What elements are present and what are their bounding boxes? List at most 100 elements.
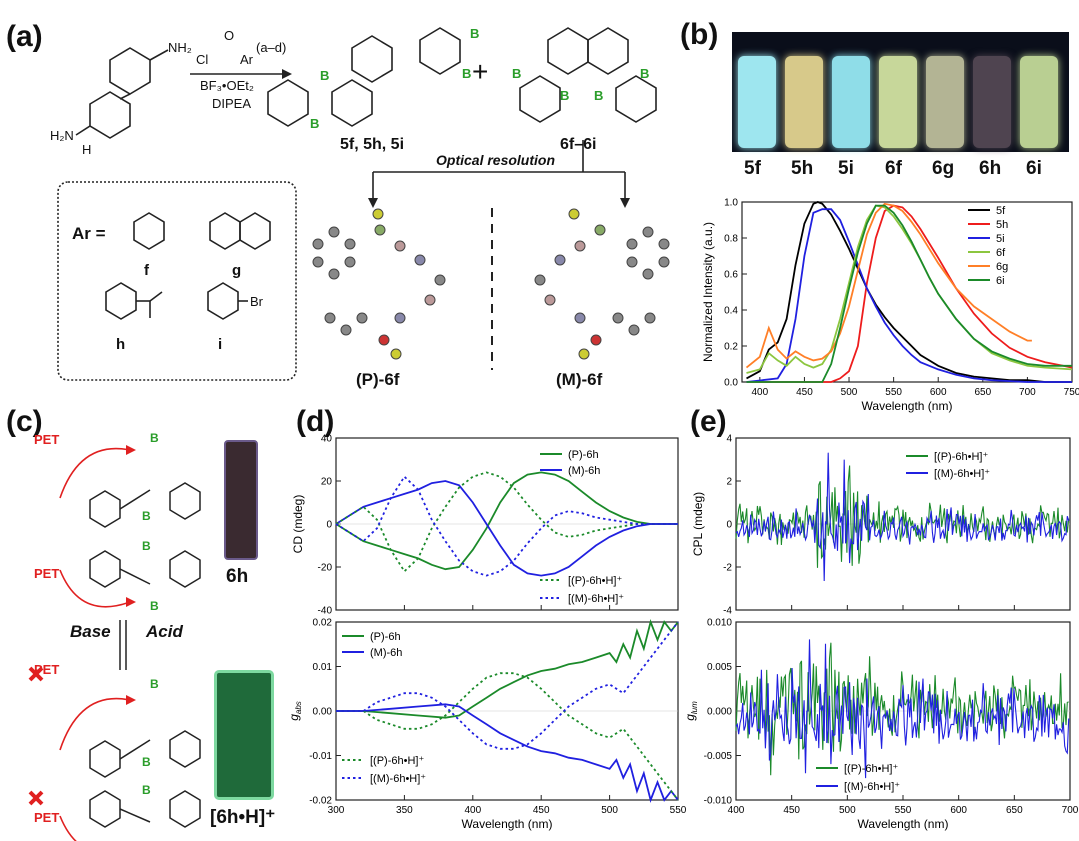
legend-label: 5i — [996, 233, 1005, 245]
series-line-2 — [335, 471, 678, 573]
series-line-1 — [735, 639, 1070, 779]
ar-code-g: g — [232, 262, 242, 279]
legend-label: 6f — [996, 247, 1006, 259]
vial-label-5i: 5i — [838, 158, 854, 179]
y-axis-label: CPL (mdeg) — [691, 492, 705, 556]
vial-label-6f: 6f — [885, 158, 902, 179]
vial-5h — [785, 56, 823, 148]
svg-text:B: B — [560, 88, 569, 103]
panel-letter-e: (e) — [690, 405, 727, 438]
reaction-condition-bf3: BF₃•OEt₂ — [200, 78, 254, 93]
plot-frame — [741, 201, 1073, 383]
reagent-acyl-chloride: Cl — [196, 52, 208, 67]
y-tick-label: -0.005 — [704, 751, 733, 762]
series-line-0 — [336, 619, 679, 719]
x-tick-label: 550 — [895, 805, 912, 816]
y-tick-label: 0.2 — [724, 342, 738, 353]
x-axis-label: Wavelength (nm) — [462, 817, 553, 831]
legend-label: [(M)-6h•H]⁺ — [844, 781, 900, 793]
vial-label-6h: 6h — [979, 158, 1002, 179]
series-line-5 — [746, 204, 1072, 383]
chart-glum: -0.010 -0.005 0.000 0.005 0.010 400 450 500 550 6… — [683, 618, 1079, 832]
legend-label: [(M)-6h•H]⁺ — [568, 593, 624, 605]
legend-label: [(M)-6h•H]⁺ — [370, 773, 426, 785]
y-tick-label: -40 — [318, 606, 333, 617]
legend-label: [(M)-6h•H]⁺ — [934, 468, 990, 480]
vial-5i — [832, 56, 870, 148]
series-line-2 — [336, 672, 679, 801]
svg-text:B: B — [310, 116, 319, 131]
vial-6f — [879, 56, 917, 148]
y-tick-label: 0.4 — [724, 306, 738, 317]
y-tick-label: 0.010 — [707, 618, 732, 629]
reaction-condition-dipea: DIPEA — [212, 96, 252, 111]
panel-letter-d: (d) — [296, 405, 335, 438]
series-line-1 — [335, 480, 678, 577]
svg-text:B: B — [142, 783, 151, 797]
y-tick-label: 0.6 — [724, 270, 738, 281]
chart-gabs: -0.02 -0.01 0.00 0.01 0.02 300 350 400 450 500 550… — [287, 618, 687, 832]
x-tick-label: 700 — [1019, 387, 1036, 398]
y-tick-label: 0 — [326, 520, 332, 531]
x-tick-label: 550 — [885, 387, 902, 398]
x-tick-label: 450 — [533, 805, 550, 816]
y-axis-label: CD (mdeg) — [291, 495, 305, 554]
legend-label: (P)-6h — [370, 631, 401, 643]
vial-6h-photo — [224, 440, 258, 560]
y-tick-label: 40 — [321, 434, 333, 445]
vial-label-5h: 5h — [791, 158, 814, 179]
bromine-label: Br — [250, 294, 263, 309]
chart-cd: -40 -20 0 20 40 CD (mdeg) (P)-6h (M)-6h [(P)-6h•… — [291, 434, 679, 617]
x-tick-label: 600 — [930, 387, 947, 398]
x-tick-label: 350 — [396, 805, 413, 816]
panel-letter-c: (c) — [6, 405, 43, 438]
enantiomer-m-label: (M)-6f — [556, 370, 603, 389]
products-6-label: 6f–6i — [560, 136, 597, 153]
pet-label-2: PET — [34, 566, 60, 581]
chart-emission: 0.0 0.2 0.4 0.6 0.8 1.0 400 450 500 550 600 650 700 7… — [701, 198, 1079, 414]
reagent-cl: Cl — [196, 52, 209, 67]
svg-text:B: B — [142, 509, 151, 523]
x-tick-label: 400 — [751, 387, 768, 398]
ar-equals-label: Ar = — [72, 224, 106, 243]
svg-text:B: B — [320, 68, 329, 83]
legend-label: (P)-6h — [568, 449, 599, 461]
legend-label: 6i — [996, 275, 1005, 287]
vial-label-6g: 6g — [932, 158, 955, 179]
chart-cpl: -4 -2 0 2 4 CPL (mdeg) [(P)-6h•H]⁺ [(M)-6h•H]⁺ — [691, 434, 1071, 617]
x-axis-label: Wavelength (nm) — [858, 817, 949, 831]
y-tick-label: -20 — [318, 563, 333, 574]
series-line-1 — [746, 204, 1073, 383]
h-label: H — [82, 142, 92, 157]
series-line-1 — [336, 703, 679, 803]
y-axis-label: gabs — [287, 701, 303, 721]
reagent-carbonyl-o: O — [224, 28, 235, 43]
x-tick-label: 550 — [670, 805, 687, 816]
svg-text:B: B — [470, 26, 479, 41]
products-5-label: 5f, 5h, 5i — [340, 136, 405, 153]
x-tick-label: 750 — [1064, 387, 1079, 398]
x-tick-label: 600 — [950, 805, 967, 816]
y-tick-label: 0.000 — [707, 707, 732, 718]
pet-label-1: PET — [34, 432, 60, 447]
panel-letter-b: (b) — [680, 18, 719, 51]
base-label: Base — [70, 622, 111, 641]
svg-text:B: B — [150, 431, 159, 445]
y-tick-label: -2 — [723, 563, 732, 574]
y-tick-label: 2 — [726, 477, 732, 488]
legend-label: [(P)-6h•H]⁺ — [844, 763, 898, 775]
y-axis-label: Normalized Intensity (a.u.) — [701, 222, 715, 362]
x-axis-label: Wavelength (nm) — [862, 399, 953, 413]
vial-6hH-label: [6h•H]⁺ — [210, 807, 276, 828]
x-tick-label: 300 — [328, 805, 345, 816]
x-tick-label: 400 — [728, 805, 745, 816]
vial-6g — [926, 56, 964, 148]
y-tick-label: -0.02 — [309, 796, 332, 807]
pet-label-4: PET — [34, 810, 60, 825]
panel-a-scheme: B B B B B B B B — [57, 26, 670, 381]
series-line-3 — [336, 621, 679, 750]
y-tick-label: 0 — [726, 520, 732, 531]
reagent-code: (a–d) — [256, 40, 287, 55]
x-tick-label: 650 — [974, 387, 991, 398]
